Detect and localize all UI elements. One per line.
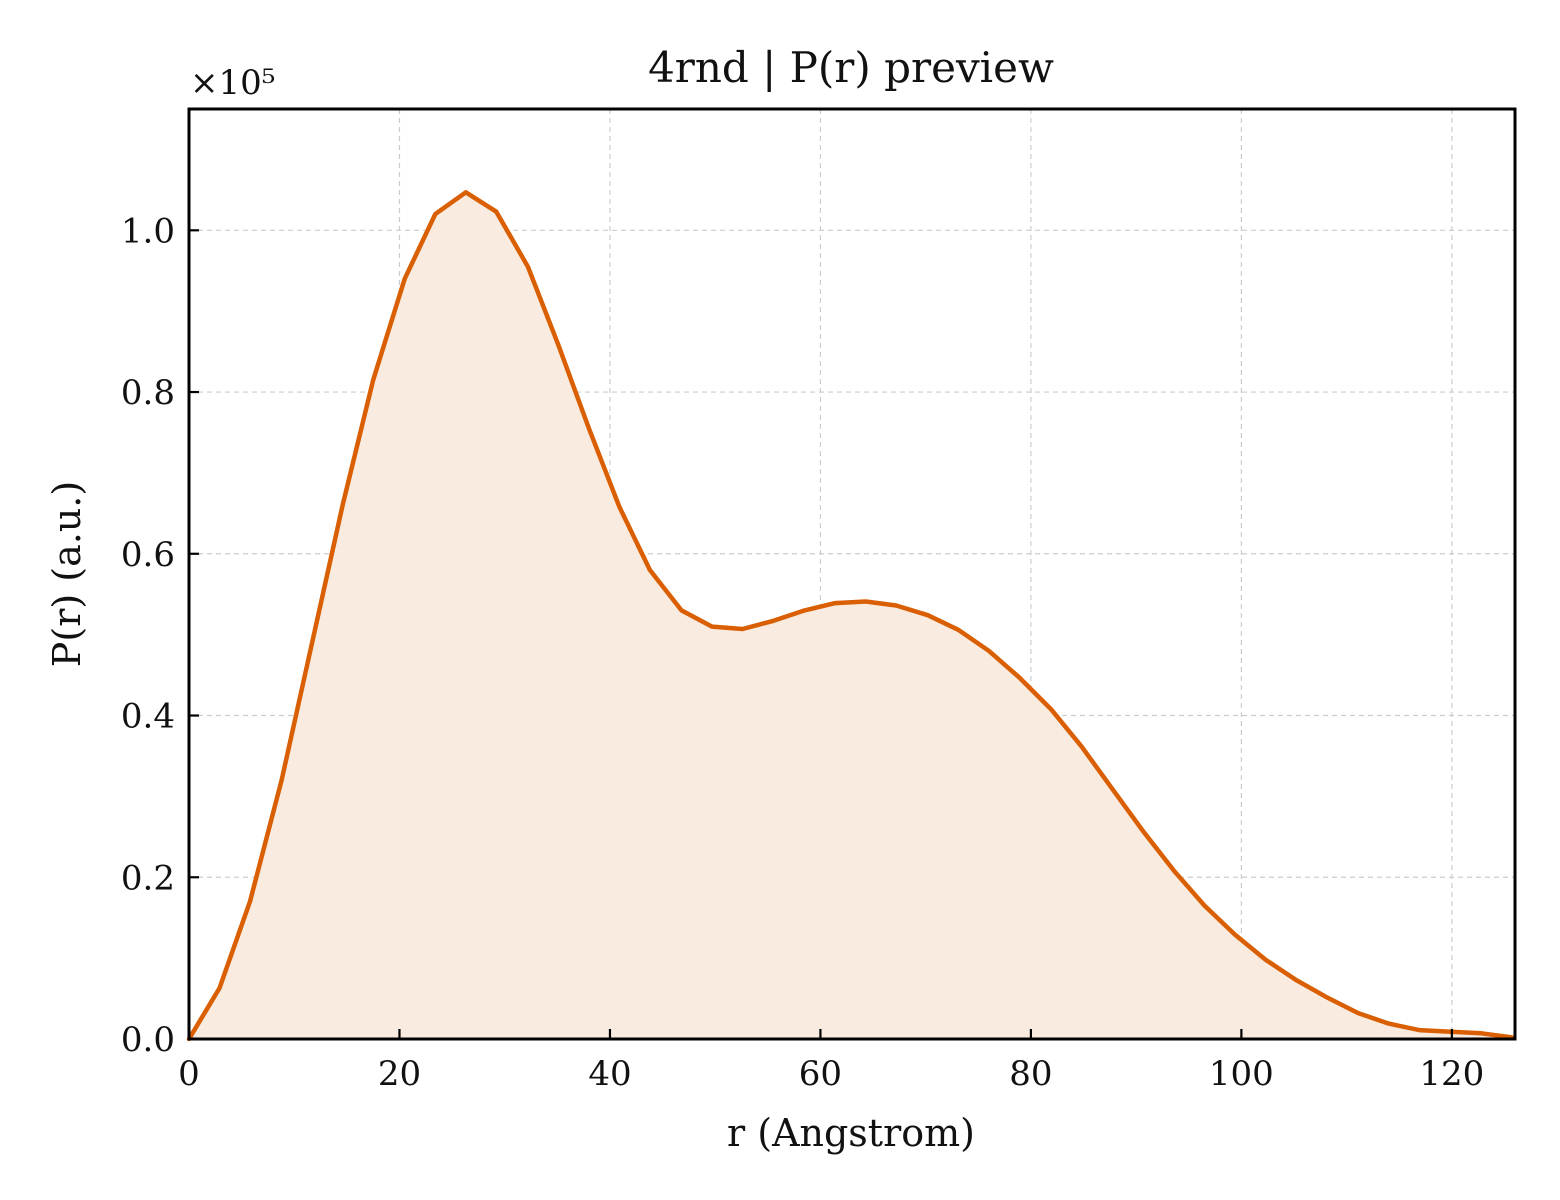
x-tick-label: 40	[588, 1054, 631, 1094]
y-tick-label: 0.4	[121, 697, 175, 737]
chart-title: 4rnd | P(r) preview	[648, 43, 1054, 92]
x-axis-label: r (Angstrom)	[727, 1111, 975, 1155]
y-multiplier-label: ×10⁵	[190, 63, 275, 103]
y-tick-label: 0.8	[121, 373, 175, 413]
pr-area-fill	[189, 192, 1512, 1040]
x-tick-label: 100	[1209, 1054, 1274, 1094]
x-tick-label: 20	[378, 1054, 421, 1094]
x-tick-label: 60	[799, 1054, 842, 1094]
y-axis-label: P(r) (a.u.)	[45, 481, 89, 667]
y-tick-label: 1.0	[121, 211, 175, 251]
x-tick-label: 120	[1419, 1054, 1484, 1094]
y-tick-label: 0.2	[121, 858, 175, 898]
axis-ticks: 0 20 40 60 80 100 120 0.0 0.2 0.4 0.6 0.8 1.0	[121, 211, 1484, 1094]
pr-series-line	[186, 190, 1515, 1042]
x-tick-label: 80	[1009, 1054, 1052, 1094]
x-tick-label: 0	[178, 1054, 200, 1094]
plot-frame	[187, 107, 1517, 1041]
y-tick-label: 0.0	[121, 1020, 175, 1060]
y-tick-label: 0.6	[121, 535, 175, 575]
